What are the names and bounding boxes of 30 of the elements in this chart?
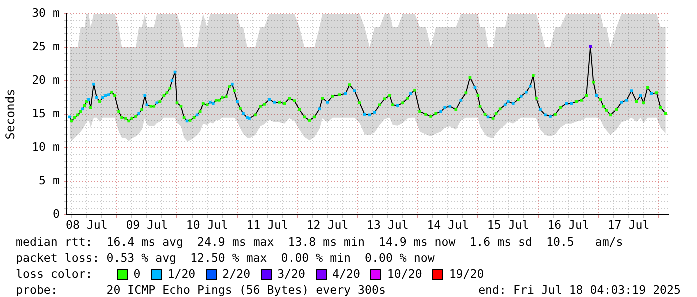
legend-title: loss color: — [16, 266, 94, 282]
y-tick-label: 15 m — [32, 106, 60, 121]
x-tick-label: 12 Jul — [306, 218, 349, 232]
y-axis-title: Seconds — [3, 89, 18, 140]
x-tick-label: 10 Jul — [186, 218, 228, 232]
y-tick-label: 30 m — [32, 6, 60, 20]
x-tick-label: 17 Jul — [608, 218, 650, 232]
text: median rtt: 16.4 ms avg 24.9 ms max 13.8 ms min 14.9 ms now 1.6 ms sd 10.5 am/s — [16, 234, 624, 250]
text: end: Fri Jul 18 04:03:19 2025 — [478, 282, 681, 297]
text: packet loss: 0.53 % avg 12.50 % max 0.00 % min 0.00 % now — [16, 250, 435, 266]
x-tick-label: 11 Jul — [246, 218, 288, 232]
text: probe: 20 ICMP Echo Pings (56 Bytes) every 300s — [16, 282, 386, 297]
y-tick-label: 10 m — [32, 140, 60, 154]
legend-label: 1/20 — [168, 266, 196, 282]
x-tick-label: 15 Jul — [487, 218, 530, 232]
y-tick-label: 5 m — [39, 174, 60, 188]
y-tick-label: 25 m — [32, 40, 60, 54]
legend-label: 4/20 — [332, 266, 360, 282]
x-tick-label: 13 Jul — [366, 218, 409, 232]
legend-label: 19/20 — [449, 266, 484, 282]
legend-label: 3/20 — [278, 266, 306, 282]
x-tick-label: 16 Jul — [548, 218, 590, 232]
x-tick-label: 09 Jul — [126, 218, 168, 232]
legend-label: 2/20 — [222, 266, 251, 282]
legend-label: 0 — [134, 266, 141, 282]
y-tick-label: 0 — [53, 207, 60, 222]
x-tick-label: 14 Jul — [427, 218, 470, 232]
x-tick-label: 08 Jul — [66, 218, 108, 232]
legend-label: 10/20 — [387, 266, 422, 282]
y-tick-label: 20 m — [32, 73, 60, 88]
